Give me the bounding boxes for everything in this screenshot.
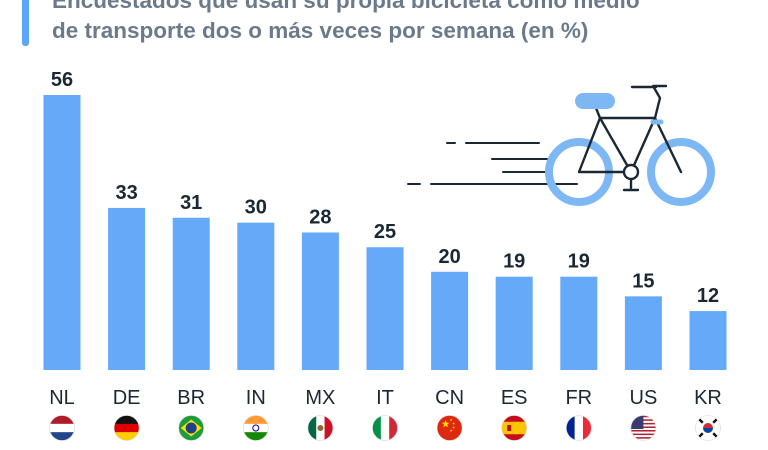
value-label-us: 15: [632, 270, 654, 292]
category-label-us: US: [630, 387, 658, 409]
flags: [49, 415, 721, 441]
mexico-flag: [307, 415, 334, 441]
category-label-cn: CN: [435, 387, 464, 409]
value-label-es: 19: [503, 251, 525, 273]
bar-mx: [301, 232, 339, 370]
bar-cn: [431, 271, 469, 370]
value-label-mx: 28: [309, 207, 331, 229]
value-label-kr: 12: [697, 285, 719, 307]
spain-flag: [501, 415, 528, 441]
bar-in: [237, 222, 275, 370]
italy-flag: [372, 415, 398, 441]
category-label-br: BR: [177, 387, 205, 409]
category-label-it: IT: [376, 387, 394, 409]
netherlands-flag: [49, 415, 75, 441]
bar-de: [108, 207, 146, 370]
category-label-nl: NL: [49, 387, 75, 409]
category-label-de: DE: [113, 387, 141, 409]
value-label-it: 25: [374, 221, 396, 243]
bar-nl: [43, 95, 81, 370]
value-label-de: 33: [115, 182, 137, 204]
bars: [43, 95, 727, 370]
brazil-flag: [178, 415, 204, 441]
bar-it: [366, 247, 404, 370]
usa-flag: [630, 415, 657, 441]
bar-br: [172, 217, 210, 370]
category-label-in: IN: [246, 387, 266, 409]
bar-kr: [689, 311, 727, 370]
category-labels: NL DE BR IN MX IT CN ES FR US KR: [49, 387, 722, 409]
chart-title-line-2: de transporte dos o más veces por semana…: [52, 18, 589, 43]
title-accent-bar: [22, 0, 29, 46]
south-korea-flag: [695, 415, 721, 441]
value-label-br: 31: [180, 192, 202, 214]
bar-us: [624, 296, 662, 370]
category-label-es: ES: [501, 387, 528, 409]
category-label-mx: MX: [305, 387, 335, 409]
chart-title: Encuestados que usan su propia bicicleta…: [52, 0, 752, 46]
value-labels: 56 33 31 30 28 25 20 19 19 15 12: [51, 69, 719, 307]
china-flag: [436, 415, 463, 441]
category-label-kr: KR: [694, 387, 722, 409]
france-flag: [565, 415, 592, 441]
value-label-in: 30: [245, 197, 267, 219]
bicycle-icon: [407, 84, 715, 206]
india-flag: [243, 415, 269, 441]
value-label-nl: 56: [51, 69, 73, 91]
value-label-fr: 19: [568, 251, 590, 273]
bar-es: [495, 276, 533, 370]
category-label-fr: FR: [565, 387, 592, 409]
germany-flag: [113, 415, 140, 441]
chart-title-line-1: Encuestados que usan su propia bicicleta…: [52, 0, 640, 13]
bar-fr: [560, 276, 598, 370]
value-label-cn: 20: [438, 246, 460, 268]
